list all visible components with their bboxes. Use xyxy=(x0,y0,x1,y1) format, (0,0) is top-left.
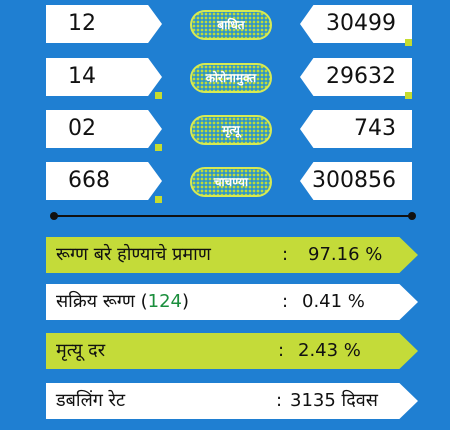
active-cases-count: 124 xyxy=(147,291,182,312)
divider-dot-right xyxy=(408,212,416,220)
stat-row-deaths: 02 मृत्यू 743 xyxy=(0,110,450,151)
cases-label-pill: बाधित xyxy=(190,10,272,40)
divider-line xyxy=(54,215,412,217)
separator: : xyxy=(276,390,283,411)
daily-deaths-value: 02 xyxy=(46,110,162,148)
separator: : xyxy=(282,244,289,265)
stat-row-cases: 12 बाधित 30499 xyxy=(0,5,450,46)
daily-cases-value: 12 xyxy=(46,5,162,43)
active-cases-label-end: ) xyxy=(181,291,190,312)
recovery-rate-label: रूग्ण बरे होण्याचे प्रमाण xyxy=(56,244,211,265)
total-tests-value: 300856 xyxy=(300,162,412,200)
active-cases-value: 0.41 % xyxy=(302,291,365,312)
doubling-rate-row: डबलिंग रेट : 3135 दिवस xyxy=(46,383,418,419)
separator: : xyxy=(278,340,285,361)
active-cases-row: सक्रिय रूग्ण (124) : 0.41 % xyxy=(46,284,418,320)
death-rate-value: 2.43 % xyxy=(298,340,361,361)
doubling-rate-label: डबलिंग रेट xyxy=(56,390,126,411)
recovered-label-pill: कोरोनामुक्त xyxy=(190,63,272,93)
daily-recovered-value: 14 xyxy=(46,58,162,96)
corner-accent xyxy=(155,92,162,99)
corner-accent xyxy=(405,92,412,99)
divider-dot-left xyxy=(50,212,58,220)
stat-row-recovered: 14 कोरोनामुक्त 29632 xyxy=(0,58,450,99)
separator: : xyxy=(282,291,289,312)
corner-accent xyxy=(155,196,162,203)
stat-row-tests: 668 चाचण्या 300856 xyxy=(0,162,450,203)
tests-label-pill: चाचण्या xyxy=(190,167,272,197)
death-rate-row: मृत्यू दर : 2.43 % xyxy=(46,333,418,369)
recovery-rate-row: रूग्ण बरे होण्याचे प्रमाण : 97.16 % xyxy=(46,237,418,273)
total-cases-value: 30499 xyxy=(300,5,412,43)
active-cases-label: सक्रिय रूग्ण ( xyxy=(56,291,148,312)
corner-accent xyxy=(155,144,162,151)
total-deaths-value: 743 xyxy=(300,110,412,148)
corner-accent xyxy=(405,39,412,46)
daily-tests-value: 668 xyxy=(46,162,162,200)
doubling-rate-value: 3135 दिवस xyxy=(290,390,378,411)
recovery-rate-value: 97.16 % xyxy=(308,244,383,265)
deaths-label-pill: मृत्यू xyxy=(190,115,272,145)
death-rate-label: मृत्यू दर xyxy=(56,340,106,361)
total-recovered-value: 29632 xyxy=(300,58,412,96)
